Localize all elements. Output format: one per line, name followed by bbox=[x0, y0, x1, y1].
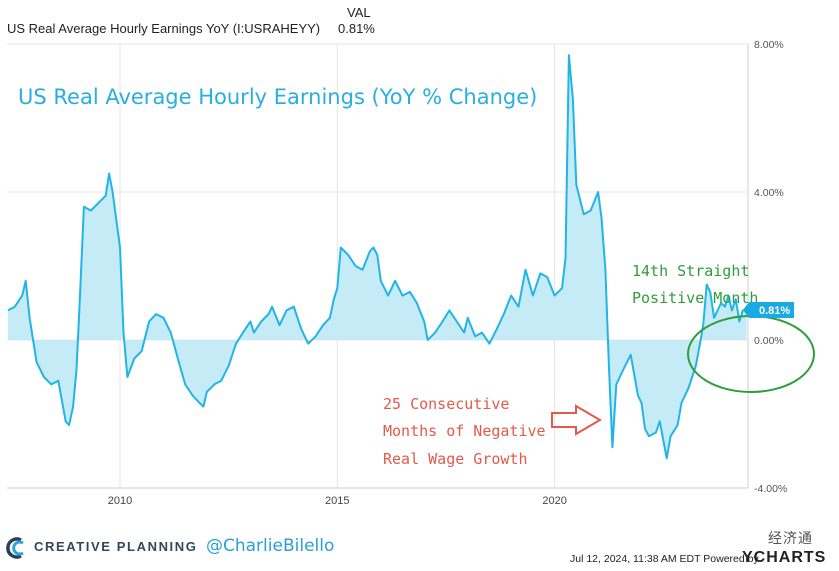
negative-annotation-line-2: Months of Negative bbox=[383, 422, 546, 440]
chart-title: US Real Average Hourly Earnings (YoY % C… bbox=[18, 85, 537, 109]
area-layer bbox=[7, 54, 747, 460]
positive-annotation-line-2: Positive Month bbox=[632, 289, 758, 307]
watermark: 经济通 bbox=[768, 530, 813, 546]
negative-annotation-line-3: Real Wage Growth bbox=[383, 450, 528, 468]
y-tick-label: -4.00% bbox=[754, 483, 787, 495]
creative-planning-mark-icon bbox=[6, 537, 22, 559]
creative-planning-logo-text: CREATIVE PLANNING bbox=[34, 539, 198, 554]
axes-layer: 8.00% 4.00% 0.00% -4.00% 2010 2015 2020 bbox=[7, 39, 787, 507]
y-tick-label: 4.00% bbox=[754, 187, 784, 199]
creative-planning-mark-accent-icon bbox=[12, 540, 24, 556]
series-current-value: 0.81% bbox=[338, 21, 375, 36]
x-tick-label: 2020 bbox=[542, 495, 566, 507]
twitter-handle: @CharlieBilello bbox=[206, 536, 335, 556]
timestamp: Jul 12, 2024, 11:38 AM EDT Powered by bbox=[570, 553, 759, 565]
series-name[interactable]: US Real Average Hourly Earnings YoY (I:U… bbox=[7, 21, 321, 36]
last-value-badge-shape bbox=[743, 302, 794, 319]
ycharts-logo[interactable]: YCHARTS bbox=[742, 549, 827, 566]
y-tick-label: 8.00% bbox=[754, 39, 784, 51]
arrow-icon bbox=[551, 404, 602, 436]
x-tick-label: 2010 bbox=[108, 495, 132, 507]
series-line bbox=[7, 54, 747, 460]
creative-planning-logo bbox=[6, 537, 24, 559]
negative-annotation-line-1: 25 Consecutive bbox=[383, 395, 509, 413]
last-value-badge: 0.81% bbox=[743, 302, 794, 319]
y-tick-label: 0.00% bbox=[754, 335, 784, 347]
x-tick-label: 2015 bbox=[325, 495, 349, 507]
value-column-header: VAL bbox=[347, 5, 371, 20]
last-value-label: 0.81% bbox=[759, 305, 790, 317]
positive-annotation-line-1: 14th Straight bbox=[632, 262, 749, 280]
